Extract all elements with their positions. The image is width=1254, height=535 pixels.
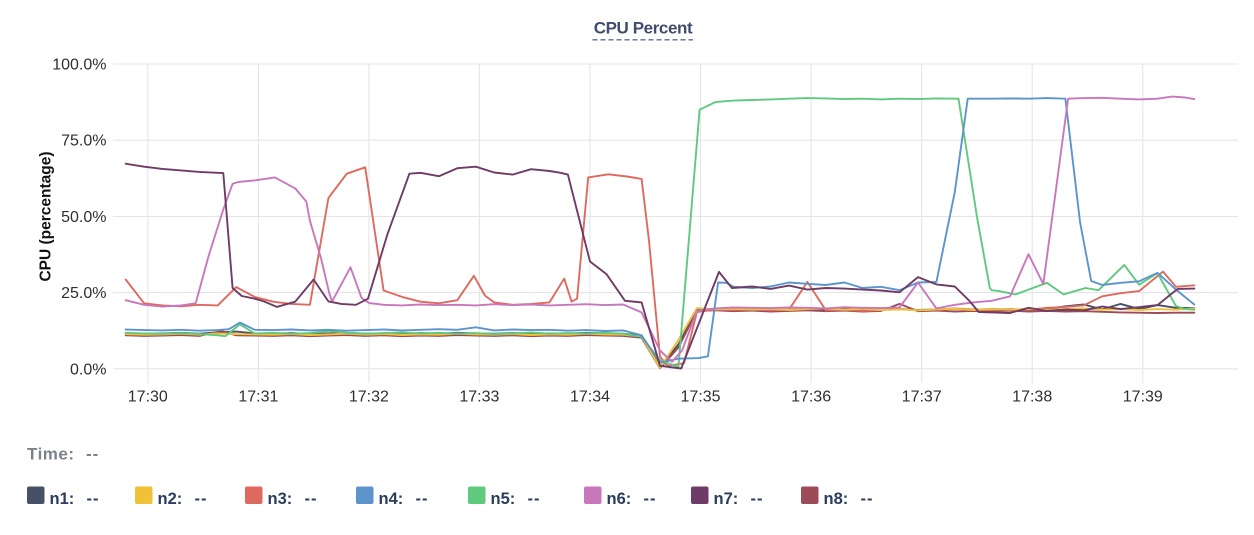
svg-text:17:37: 17:37: [902, 389, 942, 406]
svg-text:--: --: [86, 445, 99, 464]
svg-text:17:30: 17:30: [128, 389, 168, 406]
svg-text:25.0%: 25.0%: [61, 285, 106, 302]
svg-text:17:39: 17:39: [1123, 389, 1163, 406]
svg-text:0.0%: 0.0%: [70, 361, 106, 378]
svg-text:--: --: [751, 490, 764, 508]
svg-text:--: --: [87, 490, 100, 508]
svg-text:--: --: [528, 490, 541, 508]
svg-text:17:32: 17:32: [349, 389, 389, 406]
svg-text:17:36: 17:36: [791, 389, 831, 406]
svg-text:75.0%: 75.0%: [61, 133, 106, 150]
svg-text:n7:: n7:: [714, 490, 739, 508]
svg-text:--: --: [861, 490, 874, 508]
svg-text:n1:: n1:: [50, 490, 75, 508]
svg-text:--: --: [305, 490, 318, 508]
svg-text:n4:: n4:: [379, 490, 404, 508]
svg-text:100.0%: 100.0%: [52, 57, 106, 74]
svg-text:n5:: n5:: [491, 490, 516, 508]
svg-text:Time:: Time:: [27, 445, 75, 464]
svg-text:--: --: [195, 490, 208, 508]
svg-text:n8:: n8:: [824, 490, 849, 508]
svg-text:17:35: 17:35: [680, 389, 720, 406]
svg-text:50.0%: 50.0%: [61, 209, 106, 226]
svg-text:n2:: n2:: [158, 490, 183, 508]
svg-text:--: --: [644, 490, 657, 508]
svg-text:CPU (percentage): CPU (percentage): [38, 151, 55, 281]
svg-text:--: --: [416, 490, 429, 508]
svg-text:17:38: 17:38: [1012, 389, 1052, 406]
svg-text:17:31: 17:31: [238, 389, 278, 406]
svg-text:17:34: 17:34: [570, 389, 610, 406]
svg-text:CPU Percent: CPU Percent: [594, 19, 693, 38]
svg-text:17:33: 17:33: [459, 389, 499, 406]
svg-text:n6:: n6:: [607, 490, 632, 508]
svg-text:n3:: n3:: [268, 490, 293, 508]
